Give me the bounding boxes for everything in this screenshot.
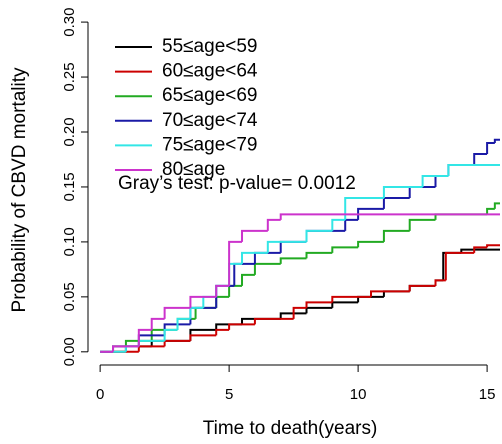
step-segment (434, 174, 449, 187)
step-segment (189, 334, 217, 341)
y-tick-label: 0.05 (61, 282, 78, 311)
step-segment (493, 138, 500, 143)
step-segment (112, 345, 139, 352)
step-segment (331, 301, 359, 308)
step-segment (447, 163, 500, 176)
step-segment (486, 207, 495, 215)
step-segment (176, 317, 191, 330)
step-segment (305, 251, 333, 259)
step-segment (163, 306, 191, 319)
step-segment (421, 174, 449, 187)
step-segment (194, 306, 217, 319)
step-segment (486, 141, 495, 154)
step-segment (357, 207, 384, 220)
y-tick-label: 0.20 (61, 117, 78, 146)
step-segment (228, 323, 255, 330)
step-segment (202, 295, 217, 308)
step-segment (305, 229, 346, 242)
y-tick-label: 0.25 (61, 62, 78, 91)
step-segment (137, 345, 165, 352)
y-tick-label: 0.15 (61, 172, 78, 201)
y-axis-label: Probability of CBVD mortality (9, 67, 30, 312)
x-tick-label: 15 (479, 386, 496, 403)
step-segment (241, 229, 268, 242)
step-segment (473, 246, 488, 253)
step-segment (486, 244, 500, 248)
step-segment (344, 196, 384, 220)
step-segment (305, 306, 333, 314)
step-segment (279, 312, 307, 319)
step-segment (382, 229, 410, 242)
legend-label: 55≤age<59 (162, 36, 258, 57)
step-segment (331, 218, 346, 231)
step-segment (228, 262, 243, 286)
y-tick-label: 0.00 (61, 337, 78, 366)
legend-label: 80≤age (162, 159, 225, 180)
step-segment (215, 328, 230, 336)
step-segment (228, 240, 243, 286)
step-segment (163, 328, 178, 341)
step-segment (137, 328, 152, 347)
step-segment (189, 295, 217, 308)
y-tick-label: 0.10 (61, 227, 78, 256)
step-segment (382, 185, 423, 198)
step-segment (215, 295, 230, 308)
y-tick-label: 0.30 (61, 7, 78, 36)
step-segment (408, 284, 436, 292)
x-axis-label: Time to death(years) (203, 418, 378, 439)
step-segment (331, 246, 359, 253)
step-segment (266, 218, 281, 231)
step-segment (279, 257, 307, 264)
x-tick-label: 0 (96, 386, 104, 403)
step-segment (460, 248, 500, 253)
step-segment (279, 240, 307, 253)
step-segment (241, 251, 268, 264)
step-segment (370, 290, 410, 297)
step-segment (215, 284, 230, 297)
step-segment (473, 152, 488, 165)
annotation: Gray’s test: p-value= 0.0012 (118, 173, 356, 194)
legend-label: 65≤age<69 (162, 85, 258, 106)
legend-label: 70≤age<74 (162, 110, 258, 131)
step-segment (163, 339, 191, 347)
step-segment (253, 251, 281, 264)
step-segment (493, 202, 500, 209)
step-segment (305, 301, 333, 308)
step-segment (444, 251, 475, 281)
step-segment (253, 317, 294, 325)
step-segment (357, 240, 384, 248)
step-segment (241, 273, 255, 286)
step-segment (408, 218, 436, 231)
step-segment (215, 284, 230, 297)
step-segment (228, 284, 243, 297)
step-segment (447, 163, 475, 176)
step-segment (189, 306, 204, 319)
step-segment (331, 295, 372, 303)
x-tick-label: 10 (350, 386, 367, 403)
step-segment (292, 306, 307, 319)
step-segment (434, 279, 446, 286)
legend-label: 60≤age<64 (162, 61, 258, 82)
x-tick-label: 5 (225, 386, 233, 403)
step-segment (382, 196, 410, 209)
step-segment (279, 213, 500, 220)
step-segment (266, 240, 307, 253)
step-segment (150, 317, 165, 330)
step-segment (305, 229, 333, 242)
step-segment (344, 218, 359, 231)
step-segment (189, 306, 217, 325)
step-segment (253, 262, 281, 275)
legend-label: 75≤age<79 (162, 134, 258, 155)
step-segment (408, 185, 436, 198)
